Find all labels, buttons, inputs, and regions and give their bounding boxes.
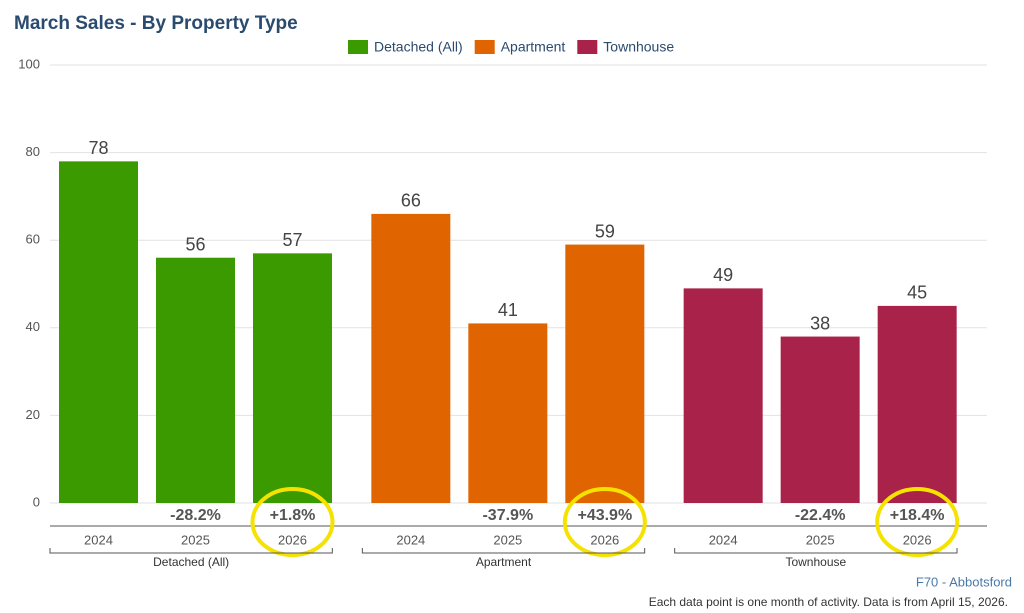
group-label: Detached (All): [153, 555, 229, 569]
y-tick-label: 60: [26, 232, 40, 247]
group-label: Townhouse: [785, 555, 846, 569]
highlight-circle: [875, 487, 960, 557]
group-label: Apartment: [476, 555, 532, 569]
legend-label: Detached (All): [374, 39, 463, 55]
data-label: 38: [810, 313, 830, 333]
bar: [565, 244, 645, 503]
legend-swatch: [577, 40, 598, 54]
x-tick-label: 2026: [278, 532, 307, 547]
group-bracket: [674, 548, 958, 554]
chart-title: March Sales - By Property Type: [14, 13, 298, 34]
footnote: Each data point is one month of activity…: [649, 595, 1008, 609]
bar: [780, 336, 860, 503]
x-tick-label: 2025: [806, 532, 835, 547]
change-label: +43.9%: [577, 507, 632, 524]
x-tick-label: 2025: [493, 532, 522, 547]
bar: [156, 257, 235, 503]
data-label: 41: [498, 300, 518, 320]
bar: [59, 161, 138, 504]
group-bracket: [361, 548, 646, 554]
highlight-circle: [562, 487, 647, 557]
data-label: 49: [713, 265, 733, 285]
change-label: +1.8%: [270, 507, 316, 524]
change-label: +18.4%: [890, 507, 945, 524]
data-label: 56: [185, 234, 205, 254]
change-label: -22.4%: [795, 507, 846, 524]
bar: [468, 323, 548, 503]
y-tick-label: 100: [18, 56, 40, 71]
legend-swatch: [474, 40, 495, 54]
x-tick-label: 2024: [84, 532, 113, 547]
change-label: -28.2%: [170, 507, 221, 524]
bar: [877, 305, 957, 503]
legend-label: Apartment: [501, 39, 566, 55]
highlight-circle: [250, 487, 335, 557]
data-label: 59: [595, 221, 615, 241]
x-tick-label: 2024: [709, 532, 738, 547]
data-label: 45: [907, 283, 927, 303]
group-bracket: [49, 548, 333, 554]
x-tick-label: 2026: [590, 532, 619, 547]
x-tick-label: 2024: [396, 532, 425, 547]
data-label: 57: [282, 230, 302, 250]
y-tick-label: 0: [33, 494, 40, 509]
y-tick-label: 20: [26, 407, 40, 422]
data-label: 66: [401, 191, 421, 211]
x-tick-label: 2025: [181, 532, 210, 547]
y-tick-label: 80: [26, 144, 40, 159]
source: F70 - Abbotsford: [916, 574, 1012, 589]
bar: [371, 213, 451, 504]
legend-label: Townhouse: [603, 39, 674, 55]
bar: [683, 288, 763, 503]
y-tick-label: 40: [26, 319, 40, 334]
x-tick-label: 2026: [903, 532, 932, 547]
bar: [253, 253, 332, 503]
change-label: -37.9%: [482, 507, 533, 524]
data-label: 78: [88, 138, 108, 158]
legend-swatch: [348, 40, 368, 54]
